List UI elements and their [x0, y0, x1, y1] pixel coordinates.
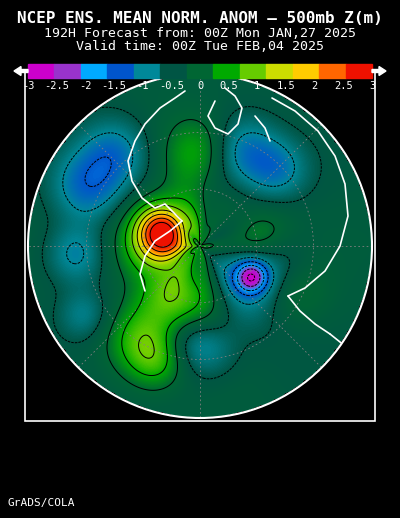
- Text: 0.5: 0.5: [219, 81, 238, 91]
- Text: 2: 2: [312, 81, 318, 91]
- Bar: [266, 64, 293, 78]
- Bar: [134, 64, 160, 78]
- Point: [0, 514, 3, 518]
- Text: -2: -2: [79, 81, 92, 91]
- Text: 2.5: 2.5: [334, 81, 353, 91]
- Bar: [293, 64, 319, 78]
- Point: [0, 514, 3, 518]
- Bar: [319, 64, 346, 78]
- Bar: [28, 64, 54, 78]
- Bar: [160, 64, 187, 78]
- FancyArrow shape: [14, 66, 28, 76]
- Text: -1: -1: [136, 81, 149, 91]
- Text: Valid time: 00Z Tue FEB,04 2025: Valid time: 00Z Tue FEB,04 2025: [76, 40, 324, 53]
- Point: [0, 514, 3, 518]
- Text: -3: -3: [22, 81, 34, 91]
- Point: [0, 514, 3, 518]
- Point: [0, 514, 3, 518]
- Bar: [187, 64, 213, 78]
- Bar: [107, 64, 134, 78]
- Point: [0, 514, 3, 518]
- Point: [0, 514, 3, 518]
- FancyArrow shape: [372, 66, 386, 76]
- Point: [0, 514, 3, 518]
- Point: [0, 514, 3, 518]
- Text: GrADS/COLA: GrADS/COLA: [8, 498, 76, 508]
- Point: [0, 514, 3, 518]
- Text: -2.5: -2.5: [44, 81, 69, 91]
- Bar: [240, 64, 266, 78]
- Bar: [25, 71, 375, 421]
- Bar: [213, 64, 240, 78]
- Bar: [346, 64, 372, 78]
- Text: -0.5: -0.5: [159, 81, 184, 91]
- Point: [0, 514, 3, 518]
- Text: NCEP ENS. MEAN NORM. ANOM – 500mb Z(m): NCEP ENS. MEAN NORM. ANOM – 500mb Z(m): [17, 11, 383, 26]
- Text: 1: 1: [254, 81, 260, 91]
- Text: 192H Forecast from: 00Z Mon JAN,27 2025: 192H Forecast from: 00Z Mon JAN,27 2025: [44, 27, 356, 40]
- Bar: [81, 64, 107, 78]
- Text: 0: 0: [197, 81, 203, 91]
- Text: 3: 3: [369, 81, 375, 91]
- Text: -1.5: -1.5: [102, 81, 126, 91]
- Bar: [54, 64, 81, 78]
- Text: 1.5: 1.5: [277, 81, 295, 91]
- Point: [0, 514, 3, 518]
- Point: [0, 514, 3, 518]
